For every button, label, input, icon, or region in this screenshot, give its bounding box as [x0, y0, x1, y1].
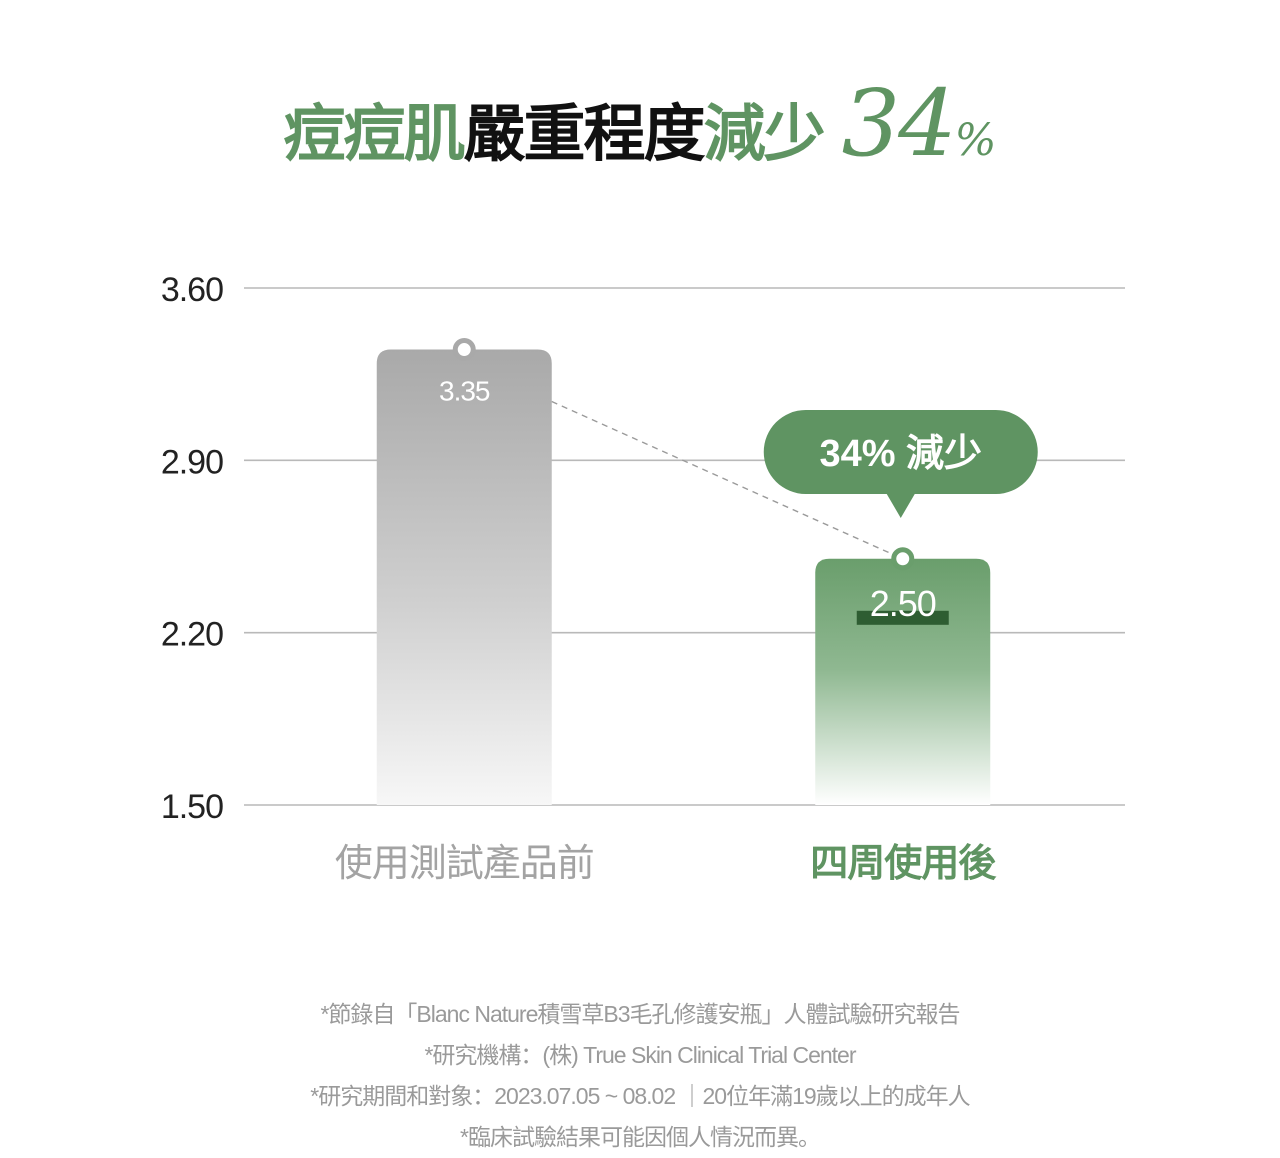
callout-text: 34% 減少 [819, 433, 982, 475]
y-tick-label: 2.20 [161, 616, 223, 654]
y-axis-tick-labels: 3.60 2.90 2.20 1.50 [161, 271, 224, 826]
y-tick-label: 3.60 [161, 271, 223, 309]
trend-connector [452, 338, 915, 571]
value-label: 2.50 [870, 583, 936, 624]
category-label: 四周使用後 [810, 843, 997, 885]
footnote-institution: *研究機構：(株) True Skin Clinical Trial Cente… [424, 1042, 856, 1068]
trend-dashed-line [551, 400, 904, 560]
footnote-period: *研究期間和對象：2023.07.05 ~ 08.02 ｜20位年滿19歲以上的… [310, 1083, 970, 1109]
value-label: 3.35 [439, 376, 490, 407]
category-label: 使用測試產品前 [335, 843, 594, 885]
value-labels: 3.35 2.50 [439, 376, 949, 625]
x-axis-category-labels: 使用測試產品前 四周使用後 [335, 843, 999, 885]
value-label-highlight [856, 610, 949, 625]
headline: 痘痘肌嚴重程度減少 34% [0, 70, 1280, 190]
headline-percent: % [954, 115, 997, 166]
bar-before [376, 349, 552, 805]
headline-part-green-2: 減少 [703, 97, 826, 170]
footnotes: *節錄自「Blanc Nature積雪草B3毛孔修護安瓶」人體試驗研究報告 *研… [0, 994, 1280, 1158]
footnote-source: *節錄自「Blanc Nature積雪草B3毛孔修護安瓶」人體試驗研究報告 [320, 1001, 960, 1027]
reduction-callout: 34% 減少 [763, 410, 1038, 518]
gridlines [244, 287, 1125, 806]
headline-number: 34 [841, 70, 957, 177]
callout-bubble [763, 410, 1038, 518]
y-tick-label: 1.50 [161, 788, 223, 826]
value-marker [891, 547, 915, 571]
footnote-disclaimer: *臨床試驗結果可能因個人情況而異。 [460, 1124, 821, 1150]
headline-part-green: 痘痘肌 [283, 97, 466, 170]
headline-part-dark: 嚴重程度 [463, 97, 706, 170]
value-marker [452, 338, 476, 362]
y-tick-label: 2.90 [161, 443, 223, 481]
